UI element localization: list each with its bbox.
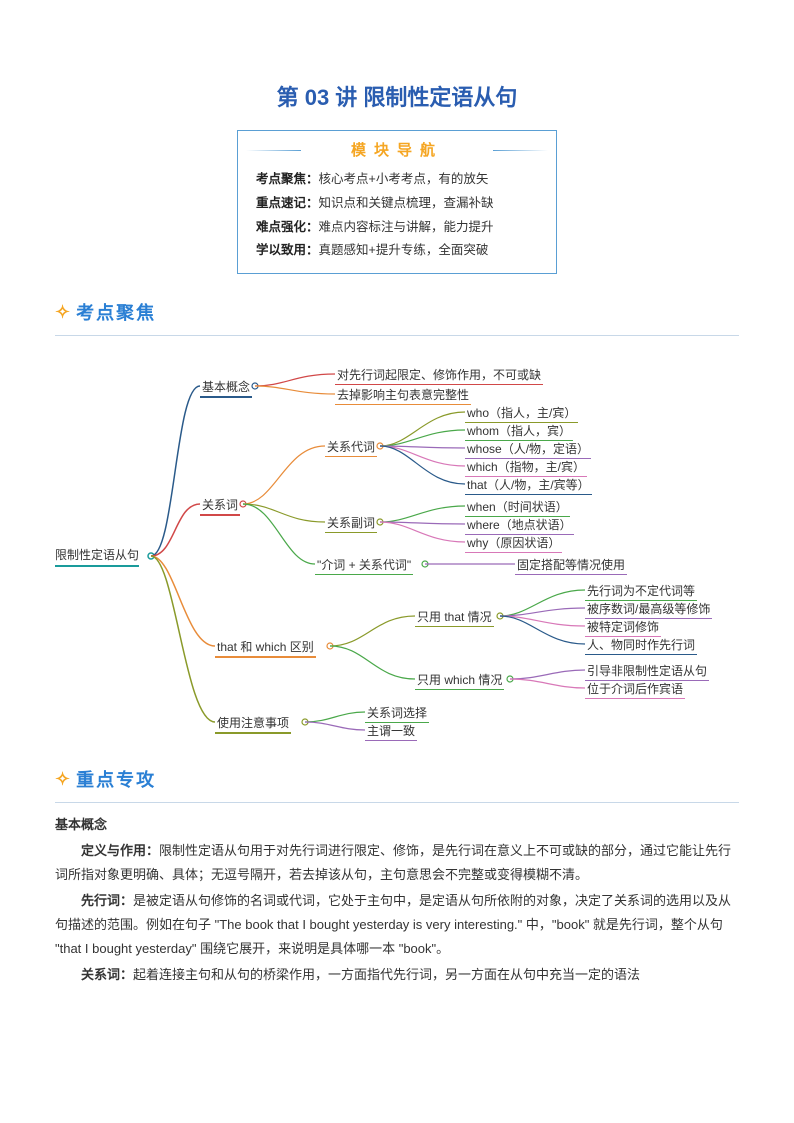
mm-leaf: why（原因状语） xyxy=(465,534,562,553)
mm-leaf: 引导非限制性定语从句 xyxy=(585,662,709,681)
page-title: 第 03 讲 限制性定语从句 xyxy=(55,80,739,112)
mm-leaf: 固定搭配等情况使用 xyxy=(515,556,627,575)
mm-leaf: when（时间状语） xyxy=(465,498,570,517)
mm-relsub: "介词 + 关系代词" xyxy=(315,556,413,575)
mm-l1-rel: 关系词 xyxy=(200,496,240,516)
paragraph: 关系词：起着连接主句和从句的桥梁作用，一方面指代先行词，另一方面在从句中充当一定… xyxy=(55,963,739,987)
mm-leaf: 位于介词后作宾语 xyxy=(585,680,685,699)
nav-banner: 模块导航 xyxy=(256,139,538,160)
mm-l1-thatwhich: that 和 which 区别 xyxy=(215,638,316,658)
mm-leaf: which（指物，主/宾） xyxy=(465,458,587,477)
mm-sub: 只用 that 情况 xyxy=(415,608,494,627)
mm-leaf: 对先行词起限定、修饰作用，不可或缺 xyxy=(335,366,543,385)
mm-l1-notes: 使用注意事项 xyxy=(215,714,291,734)
nav-box: 模块导航 考点聚焦：核心考点+小考考点，有的放矢 重点速记：知识点和关键点梳理，… xyxy=(237,130,557,274)
section-header-1: ✧ 考点聚焦 xyxy=(55,299,739,325)
nav-row: 难点强化：难点内容标注与讲解，能力提升 xyxy=(256,216,538,240)
section-label: 考点聚焦 xyxy=(76,299,156,325)
paragraph: 定义与作用：限制性定语从句用于对先行词进行限定、修饰，是先行词在意义上不可或缺的… xyxy=(55,839,739,887)
mm-leaf: 先行词为不定代词等 xyxy=(585,582,697,601)
mm-leaf: 人、物同时作先行词 xyxy=(585,636,697,655)
mm-leaf: whom（指人，宾） xyxy=(465,422,573,441)
mindmap: 限制性定语从句 基本概念 关系词 that 和 which 区别 使用注意事项 … xyxy=(55,346,739,756)
mm-leaf: where（地点状语） xyxy=(465,516,574,535)
mm-leaf: 主谓一致 xyxy=(365,722,417,741)
mm-leaf: 被序数词/最高级等修饰 xyxy=(585,600,712,619)
mm-leaf: whose（人/物，定语） xyxy=(465,440,591,459)
mm-leaf: who（指人，主/宾） xyxy=(465,404,578,423)
diamond-icon: ✧ xyxy=(55,302,70,323)
section-label: 重点专攻 xyxy=(76,766,156,792)
mm-leaf: 被特定词修饰 xyxy=(585,618,661,637)
mm-root: 限制性定语从句 xyxy=(55,546,139,567)
section-header-2: ✧ 重点专攻 xyxy=(55,766,739,792)
mm-leaf: 去掉影响主句表意完整性 xyxy=(335,386,471,405)
divider xyxy=(55,335,739,336)
mm-sub: 只用 which 情况 xyxy=(415,671,504,690)
mm-l1-basic: 基本概念 xyxy=(200,378,252,398)
mm-relsub: 关系副词 xyxy=(325,514,377,533)
nav-row: 学以致用：真题感知+提升专练，全面突破 xyxy=(256,239,538,263)
body-heading: 基本概念 xyxy=(55,813,739,837)
nav-row: 考点聚焦：核心考点+小考考点，有的放矢 xyxy=(256,168,538,192)
mm-relsub: 关系代词 xyxy=(325,438,377,457)
paragraph: 先行词：是被定语从句修饰的名词或代词，它处于主句中，是定语从句所依附的对象，决定… xyxy=(55,889,739,961)
body-text: 基本概念 定义与作用：限制性定语从句用于对先行词进行限定、修饰，是先行词在意义上… xyxy=(55,813,739,987)
nav-row: 重点速记：知识点和关键点梳理，查漏补缺 xyxy=(256,192,538,216)
divider xyxy=(55,802,739,803)
mm-leaf: 关系词选择 xyxy=(365,704,429,723)
diamond-icon: ✧ xyxy=(55,769,70,790)
mm-leaf: that（人/物，主/宾等） xyxy=(465,476,592,495)
